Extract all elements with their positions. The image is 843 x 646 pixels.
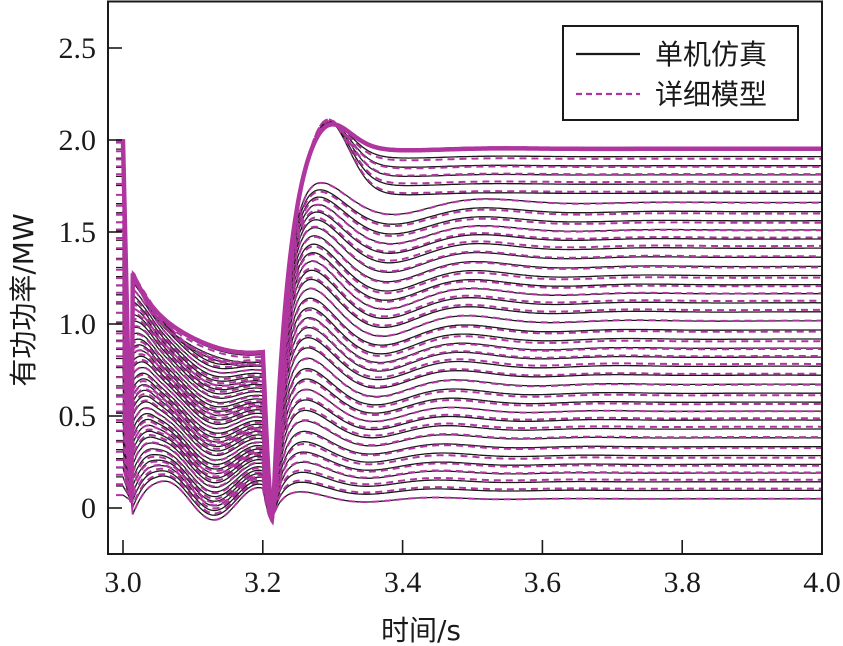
dashed-curve xyxy=(116,198,822,517)
dashed-curve xyxy=(116,317,822,520)
solid-curve xyxy=(116,347,822,520)
dashed-curve xyxy=(116,181,822,515)
solid-curve xyxy=(116,122,822,514)
legend-box xyxy=(562,25,799,121)
y-axis: 0 0.5 1.0 1.5 2.0 2.5 xyxy=(59,32,122,525)
y-tick-label: 1.0 xyxy=(59,308,97,341)
x-tick-label: 4.0 xyxy=(803,566,841,599)
solid-curve xyxy=(116,278,822,518)
legend-label-detailed-model: 详细模型 xyxy=(655,78,767,111)
solid-curve xyxy=(116,196,822,515)
solid-curve xyxy=(116,211,822,516)
dashed-curve xyxy=(116,298,822,520)
dashed-curve xyxy=(116,123,822,516)
dashed-curve xyxy=(116,309,822,521)
solid-curve xyxy=(116,451,822,524)
legend: 单机仿真 详细模型 xyxy=(562,25,799,121)
dashed-curve xyxy=(116,276,822,516)
dashed-curve xyxy=(116,467,822,523)
solid-curve xyxy=(116,307,822,519)
solid-curve xyxy=(116,409,822,523)
dashed-curve xyxy=(116,379,822,523)
dashed-curve xyxy=(116,473,822,523)
dashed-curve xyxy=(116,203,822,516)
x-tick-label: 3.0 xyxy=(104,566,142,599)
solid-curve xyxy=(116,243,822,517)
dashed-curve xyxy=(116,260,822,517)
solid-curve xyxy=(116,475,822,524)
dashed-curve xyxy=(116,267,822,516)
solid-curve xyxy=(116,252,822,517)
y-axis-title: 有功功率/MW xyxy=(7,213,40,386)
solid-curve xyxy=(116,399,822,523)
dashed-curve xyxy=(116,120,822,513)
dashed-curve xyxy=(116,460,822,524)
solid-curve xyxy=(116,189,822,515)
dashed-curve xyxy=(116,235,822,518)
dashed-curve xyxy=(116,287,822,518)
x-tick-label: 3.6 xyxy=(524,566,562,599)
legend-label-single-machine: 单机仿真 xyxy=(655,38,767,71)
plot-frame xyxy=(107,0,823,555)
x-tick-label: 3.2 xyxy=(244,566,282,599)
y-tick-label: 2.5 xyxy=(59,32,97,65)
dashed-curve xyxy=(116,325,822,518)
dashed-curve xyxy=(116,357,822,521)
solid-curve xyxy=(116,219,822,516)
dashed-curve xyxy=(116,334,822,517)
dashed-curve xyxy=(116,253,822,519)
dashed-curve xyxy=(116,118,822,512)
solid-curve xyxy=(116,378,822,520)
x-axis: 3.0 3.2 3.4 3.6 3.8 4.0 xyxy=(104,540,841,599)
y-tick-label: 1.5 xyxy=(59,216,97,249)
solid-curve xyxy=(116,269,822,518)
dashed-curve xyxy=(116,345,822,518)
x-axis-title: 时间/s xyxy=(381,614,461,646)
dashed-curve xyxy=(116,442,822,527)
solid-curve xyxy=(116,470,822,524)
dashed-curve xyxy=(116,388,822,524)
dashed-curve xyxy=(116,216,822,514)
dashed-curve xyxy=(116,419,822,524)
y-tick-label: 0.5 xyxy=(59,400,97,433)
dashed-curve xyxy=(116,190,822,517)
plot-curves xyxy=(116,118,822,527)
solid-curve xyxy=(116,367,822,520)
y-tick-label: 2.0 xyxy=(59,124,97,157)
dashed-curve xyxy=(116,245,822,519)
x-tick-label: 3.4 xyxy=(384,566,422,599)
solid-curve xyxy=(116,297,822,518)
solid-curve xyxy=(116,337,822,519)
y-tick-label: 0 xyxy=(81,492,96,525)
dashed-curve xyxy=(116,118,822,513)
top-envelope-curve xyxy=(116,122,822,515)
dashed-curve xyxy=(116,397,822,523)
x-tick-label: 3.8 xyxy=(663,566,701,599)
dashed-curve xyxy=(116,225,822,515)
dashed-curve xyxy=(116,209,822,514)
dashed-curve xyxy=(116,122,822,515)
dashed-curve xyxy=(116,480,822,525)
dashed-curve xyxy=(116,431,822,526)
dashed-curve xyxy=(116,407,822,522)
solid-curve xyxy=(116,120,822,515)
dashed-curve xyxy=(116,452,822,526)
solid-curve xyxy=(116,441,822,524)
dashed-curve xyxy=(116,369,822,522)
